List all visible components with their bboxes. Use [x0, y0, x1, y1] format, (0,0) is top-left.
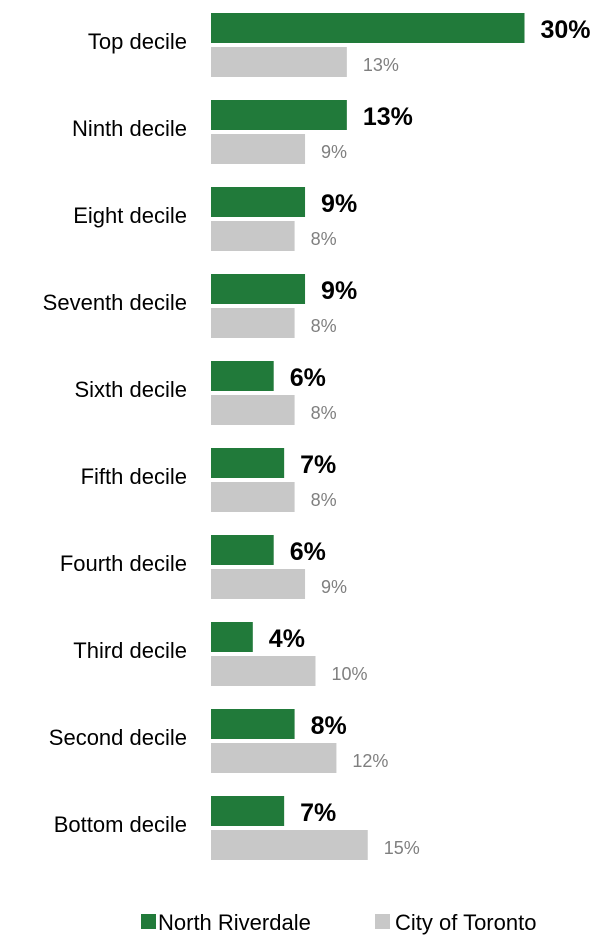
category-label: Fifth decile [81, 464, 187, 489]
data-label-north-riverdale: 30% [541, 16, 591, 44]
data-label-north-riverdale: 4% [269, 625, 305, 653]
bar-north-riverdale [211, 274, 306, 304]
legend-label: City of Toronto [395, 910, 536, 935]
category-label: Sixth decile [74, 377, 187, 402]
category-label: Second decile [49, 725, 187, 750]
bar-city-of-toronto [211, 308, 295, 338]
legend-swatch [375, 914, 390, 929]
data-label-city-of-toronto: 9% [321, 577, 347, 597]
data-label-north-riverdale: 6% [290, 538, 326, 566]
data-label-north-riverdale: 7% [300, 451, 336, 479]
bar-north-riverdale [211, 13, 525, 43]
bar-city-of-toronto [211, 221, 295, 251]
data-label-city-of-toronto: 10% [332, 664, 368, 684]
category-label: Top decile [88, 29, 187, 54]
bars-layer [211, 13, 525, 860]
bar-city-of-toronto [211, 830, 368, 860]
legend-label: North Riverdale [158, 910, 311, 935]
legend-item-city-of-toronto: City of Toronto [375, 910, 536, 935]
bar-city-of-toronto [211, 656, 316, 686]
category-label: Third decile [73, 638, 187, 663]
bar-north-riverdale [211, 622, 253, 652]
bar-city-of-toronto [211, 482, 295, 512]
bar-city-of-toronto [211, 134, 306, 164]
legend-item-north-riverdale: North Riverdale [141, 910, 311, 935]
data-label-north-riverdale: 13% [363, 103, 413, 131]
data-label-north-riverdale: 7% [300, 799, 336, 827]
data-label-city-of-toronto: 8% [311, 229, 337, 249]
category-label: Ninth decile [72, 116, 187, 141]
bar-city-of-toronto [211, 47, 347, 77]
bar-north-riverdale [211, 361, 274, 391]
bar-north-riverdale [211, 100, 347, 130]
category-label: Fourth decile [60, 551, 187, 576]
bar-north-riverdale [211, 796, 285, 826]
bar-north-riverdale [211, 535, 274, 565]
data-label-north-riverdale: 6% [290, 364, 326, 392]
labels-layer: Top decile 30% 13% Ninth decile 13% 9% Eight d… [43, 16, 591, 858]
bar-city-of-toronto [211, 395, 295, 425]
data-label-city-of-toronto: 8% [311, 316, 337, 336]
data-label-city-of-toronto: 9% [321, 142, 347, 162]
data-label-north-riverdale: 9% [321, 190, 357, 218]
bar-north-riverdale [211, 187, 306, 217]
data-label-city-of-toronto: 8% [311, 490, 337, 510]
legend-swatch [141, 914, 156, 929]
category-label: Eight decile [73, 203, 187, 228]
bar-city-of-toronto [211, 743, 337, 773]
data-label-city-of-toronto: 12% [352, 751, 388, 771]
bar-north-riverdale [211, 709, 295, 739]
data-label-north-riverdale: 8% [311, 712, 347, 740]
data-label-city-of-toronto: 13% [363, 55, 399, 75]
data-label-city-of-toronto: 8% [311, 403, 337, 423]
category-label: Bottom decile [54, 812, 187, 837]
data-label-city-of-toronto: 15% [384, 838, 420, 858]
category-label: Seventh decile [43, 290, 187, 315]
bar-city-of-toronto [211, 569, 306, 599]
data-label-north-riverdale: 9% [321, 277, 357, 305]
legend: North Riverdale City of Toronto [141, 910, 536, 935]
bar-north-riverdale [211, 448, 285, 478]
